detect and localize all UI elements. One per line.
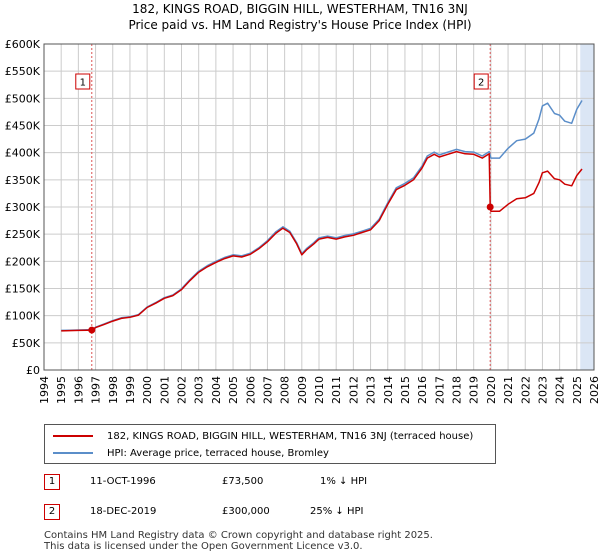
price-chart: 1 2 £0 £50K £100K £150K £200K £250K £300K £350K £… [5,38,600,404]
transaction-date: 18-DEC-2019 [90,506,157,517]
y-tick-label: £0 [26,364,40,377]
transaction-marker: 1 [44,474,60,490]
sale-marker-label: 2 [478,78,484,89]
sale-marker-label: 1 [80,78,86,89]
legend-entry-hpi: HPI: Average price, terraced house, Brom… [53,445,329,461]
legend-swatch-hpi [53,452,93,454]
transaction-price: £73,500 [222,476,264,487]
y-tick-label: £400K [5,147,41,160]
hpi-line [61,100,583,332]
property-price-line [61,150,583,332]
transaction-hpi-diff: 1% ↓ HPI [320,476,368,487]
transaction-hpi-diff: 25% ↓ HPI [310,506,364,517]
x-tick-label: 2026 [588,376,600,404]
legend-label-property: 182, KINGS ROAD, BIGGIN HILL, WESTERHAM,… [107,430,474,442]
x-tick-label: 2007 [261,376,274,404]
sale-point [486,203,494,211]
x-tick-label: 2025 [571,376,584,404]
x-tick-label: 1995 [55,376,68,404]
y-tick-label: £500K [5,92,41,105]
legend-label-hpi: HPI: Average price, terraced house, Brom… [107,447,329,459]
x-tick-label: 2005 [227,376,240,404]
legend-swatch-property [53,435,93,437]
x-tick-label: 2011 [330,376,343,404]
x-tick-label: 2017 [433,376,446,404]
x-tick-label: 2009 [296,376,309,404]
x-tick-label: 2003 [193,376,206,404]
transaction-marker: 2 [44,504,60,520]
x-tick-label: 2021 [502,376,515,404]
x-tick-label: 2004 [210,376,223,404]
x-tick-label: 2018 [451,376,464,404]
x-tick-label: 2022 [519,376,532,404]
x-tick-label: 2020 [485,376,498,404]
x-tick-label: 2014 [382,376,395,404]
chart-title: 182, KINGS ROAD, BIGGIN HILL, WESTERHAM,… [132,2,468,16]
x-tick-label: 2015 [399,376,412,404]
y-tick-label: £600K [5,38,41,51]
x-tick-label: 1994 [38,376,51,404]
x-tick-label: 2013 [365,376,378,404]
y-tick-label: £50K [12,337,41,350]
footer-licence: This data is licensed under the Open Gov… [44,541,363,552]
x-tick-label: 2024 [554,376,567,404]
x-tick-label: 2006 [244,376,257,404]
y-tick-label: £200K [5,255,41,268]
transaction-price: £300,000 [222,506,270,517]
x-tick-label: 1998 [107,376,120,404]
x-tick-label: 1996 [72,376,85,404]
footer-copyright: Contains HM Land Registry data © Crown c… [44,530,433,541]
transaction-date: 11-OCT-1996 [90,476,156,487]
x-tick-label: 2023 [536,376,549,404]
x-tick-label: 2010 [313,376,326,404]
x-tick-label: 2002 [176,376,189,404]
y-tick-label: £300K [5,201,41,214]
plot-frame [43,43,595,371]
x-tick-label: 2000 [141,376,154,404]
chart-subtitle: Price paid vs. HM Land Registry's House … [128,18,472,32]
x-tick-label: 1999 [124,376,137,404]
sale-point [88,326,96,334]
x-tick-label: 2019 [468,376,481,404]
sale-marker-box [473,73,489,90]
x-tick-label: 1997 [90,376,103,404]
y-tick-label: £550K [5,65,41,78]
y-tick-label: £150K [5,283,41,296]
x-tick-label: 2008 [279,376,292,404]
sale-marker-box [75,73,91,90]
y-tick-label: £250K [5,228,41,241]
legend: 182, KINGS ROAD, BIGGIN HILL, WESTERHAM,… [44,424,496,464]
legend-entry-property: 182, KINGS ROAD, BIGGIN HILL, WESTERHAM,… [53,428,473,444]
x-tick-label: 2016 [416,376,429,404]
x-tick-label: 2001 [158,376,171,404]
x-tick-label: 2012 [347,376,360,404]
y-tick-label: £450K [5,120,41,133]
y-tick-label: £350K [5,174,41,187]
y-tick-label: £100K [5,310,41,323]
